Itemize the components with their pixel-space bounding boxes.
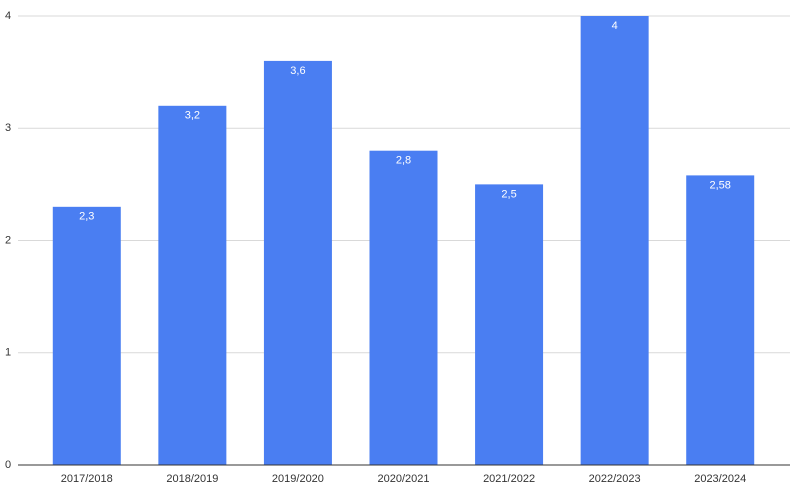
value-label: 2,8 — [396, 155, 411, 167]
y-tick-label: 0 — [5, 459, 11, 471]
x-tick-label: 2023/2024 — [694, 473, 746, 485]
value-label: 2,58 — [710, 179, 731, 191]
bar — [263, 60, 332, 466]
y-tick-label: 1 — [5, 347, 11, 359]
x-tick-label: 2021/2022 — [483, 473, 535, 485]
x-tick-label: 2022/2023 — [589, 473, 641, 485]
x-tick-label: 2020/2021 — [378, 473, 430, 485]
bar — [580, 16, 649, 465]
bar — [475, 184, 544, 465]
bar — [158, 105, 227, 466]
y-tick-label: 3 — [5, 122, 11, 134]
x-tick-label: 2019/2020 — [272, 473, 324, 485]
bar — [369, 150, 438, 465]
bar — [52, 206, 121, 465]
value-label: 2,3 — [79, 211, 94, 223]
value-label: 3,2 — [185, 110, 200, 122]
x-tick-label: 2017/2018 — [61, 473, 113, 485]
value-label: 3,6 — [290, 65, 305, 77]
y-tick-label: 2 — [5, 234, 11, 246]
value-label: 2,5 — [501, 188, 516, 200]
y-tick-label: 4 — [5, 10, 11, 22]
value-label: 4 — [612, 20, 618, 32]
x-tick-label: 2018/2019 — [166, 473, 218, 485]
bar — [686, 175, 755, 465]
